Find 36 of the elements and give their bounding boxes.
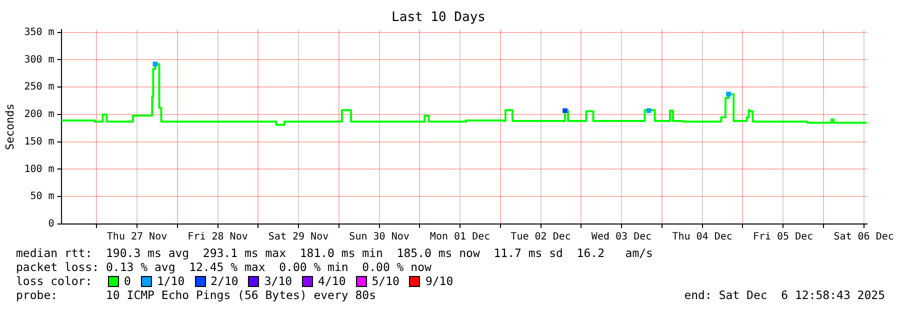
point: [726, 92, 731, 97]
y-axis-title: Seconds: [3, 104, 16, 150]
legend-label: 9/10: [425, 274, 454, 288]
x-tick-label: Thu 04 Dec: [672, 232, 732, 243]
x-tick-label: Fri 05 Dec: [752, 232, 814, 243]
y-tick-label: 200 m: [24, 109, 54, 120]
legend-label: 3/10: [264, 274, 292, 288]
legend-title: loss color:: [16, 274, 94, 288]
legend-label: 4/10: [318, 274, 346, 288]
y-tick-label: 250 m: [24, 82, 54, 93]
text: probe: 10 ICMP Echo Pings (56 Bytes) every 80s: [16, 288, 376, 302]
x-tick-label: Thu 27 Nov: [106, 232, 168, 243]
x-tick-label: Sun 30 Nov: [349, 232, 410, 243]
y-tick-label: 150 m: [24, 136, 54, 148]
point: [152, 62, 158, 67]
text: end: Sat Dec 6 12:58:43 2025: [684, 288, 885, 302]
x-tick-label: Wed 03 Dec: [591, 232, 652, 243]
text: packet loss: 0.13 % avg 12.45 % max 0.00 % min 0.00 % now: [16, 260, 432, 274]
text: median rtt: 190.3 ms avg 293.1 ms max 181.0 ms min 185.0 ms now 11.7 ms sd 16.2 am/s: [16, 246, 654, 260]
y-tick-label: 0: [48, 218, 54, 230]
y-tick-label: 300 m: [24, 54, 54, 66]
legend-label: 0: [124, 274, 131, 288]
point: [562, 108, 568, 114]
chart-title: Last 10 Days: [392, 10, 486, 26]
legend-label: 2/10: [210, 274, 238, 288]
x-tick-label: Tue 02 Dec: [510, 232, 571, 243]
x-tick-label: Sat 06 Dec: [834, 232, 894, 243]
y-tick-label: 100 m: [24, 164, 54, 175]
y-tick-label: 350 m: [24, 26, 54, 38]
x-tick-label: Mon 01 Dec: [430, 232, 490, 243]
legend-label: 5/10: [372, 274, 400, 288]
x-tick-label: Sat 29 Nov: [268, 232, 329, 243]
x-tick-label: Fri 28 Nov: [188, 232, 248, 243]
y-tick-label: 50 m: [30, 191, 54, 202]
legend-label: 1/10: [156, 274, 185, 288]
point: [646, 108, 652, 114]
